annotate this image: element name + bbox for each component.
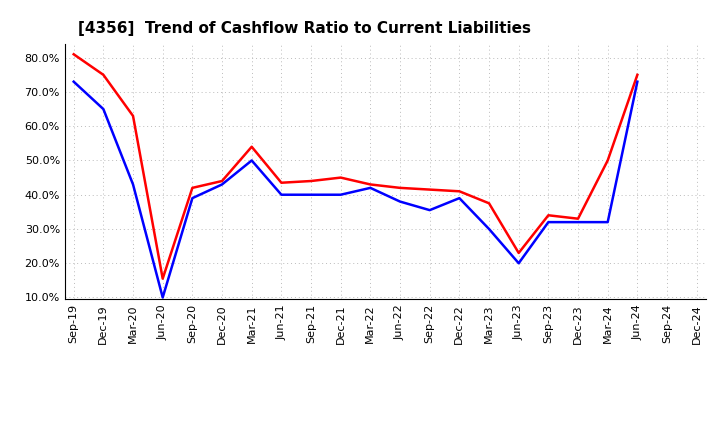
Operating CF to Current Liabilities xyxy=(514,250,523,256)
Free CF to Current Liabilities xyxy=(217,182,226,187)
Free CF to Current Liabilities xyxy=(574,220,582,225)
Operating CF to Current Liabilities xyxy=(603,158,612,163)
Free CF to Current Liabilities xyxy=(603,220,612,225)
Free CF to Current Liabilities xyxy=(69,79,78,84)
Operating CF to Current Liabilities xyxy=(217,178,226,183)
Operating CF to Current Liabilities xyxy=(248,144,256,150)
Free CF to Current Liabilities xyxy=(633,79,642,84)
Operating CF to Current Liabilities xyxy=(129,113,138,118)
Free CF to Current Liabilities xyxy=(426,208,434,213)
Operating CF to Current Liabilities xyxy=(485,201,493,206)
Operating CF to Current Liabilities xyxy=(277,180,286,185)
Operating CF to Current Liabilities xyxy=(396,185,405,191)
Line: Operating CF to Current Liabilities: Operating CF to Current Liabilities xyxy=(73,54,637,279)
Free CF to Current Liabilities xyxy=(277,192,286,198)
Free CF to Current Liabilities xyxy=(248,158,256,163)
Free CF to Current Liabilities xyxy=(366,185,374,191)
Free CF to Current Liabilities xyxy=(188,195,197,201)
Operating CF to Current Liabilities xyxy=(366,182,374,187)
Free CF to Current Liabilities xyxy=(336,192,345,198)
Operating CF to Current Liabilities xyxy=(455,189,464,194)
Free CF to Current Liabilities xyxy=(307,192,315,198)
Text: [4356]  Trend of Cashflow Ratio to Current Liabilities: [4356] Trend of Cashflow Ratio to Curren… xyxy=(78,21,531,36)
Free CF to Current Liabilities xyxy=(129,182,138,187)
Operating CF to Current Liabilities xyxy=(307,178,315,183)
Operating CF to Current Liabilities xyxy=(69,51,78,57)
Operating CF to Current Liabilities xyxy=(158,276,167,281)
Operating CF to Current Liabilities xyxy=(336,175,345,180)
Free CF to Current Liabilities xyxy=(455,195,464,201)
Free CF to Current Liabilities xyxy=(99,106,108,112)
Operating CF to Current Liabilities xyxy=(633,72,642,77)
Free CF to Current Liabilities xyxy=(544,220,553,225)
Line: Free CF to Current Liabilities: Free CF to Current Liabilities xyxy=(73,82,637,297)
Free CF to Current Liabilities xyxy=(514,260,523,266)
Operating CF to Current Liabilities xyxy=(188,185,197,191)
Operating CF to Current Liabilities xyxy=(544,213,553,218)
Free CF to Current Liabilities xyxy=(158,295,167,300)
Operating CF to Current Liabilities xyxy=(426,187,434,192)
Operating CF to Current Liabilities xyxy=(574,216,582,221)
Free CF to Current Liabilities xyxy=(485,226,493,231)
Operating CF to Current Liabilities xyxy=(99,72,108,77)
Free CF to Current Liabilities xyxy=(396,199,405,204)
